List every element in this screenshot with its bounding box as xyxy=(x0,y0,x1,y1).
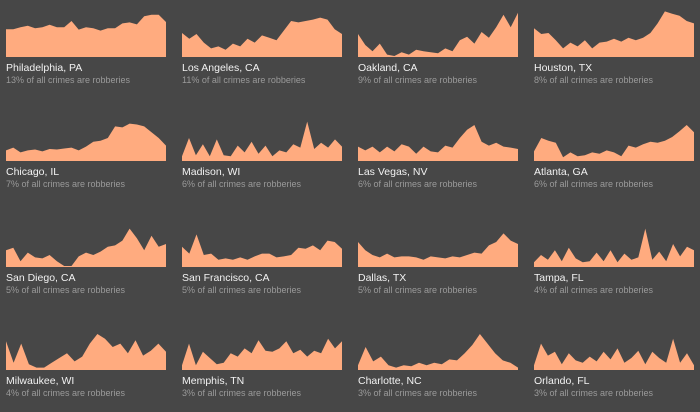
area-series xyxy=(182,17,342,57)
area-series xyxy=(6,123,166,161)
area-chart xyxy=(6,334,166,370)
robbery-share-caption: 3% of all crimes are robberies xyxy=(534,388,654,398)
area-series xyxy=(182,338,342,370)
area-chart xyxy=(534,228,694,267)
area-chart xyxy=(182,338,342,370)
robbery-share-caption: 6% of all crimes are robberies xyxy=(358,179,478,189)
city-title: Houston, TX xyxy=(534,62,593,74)
robbery-share-caption: 6% of all crimes are robberies xyxy=(182,179,302,189)
robbery-share-caption: 11% of all crimes are robberies xyxy=(182,75,306,85)
chart-cell: San Diego, CA 5% of all crimes are robber… xyxy=(6,219,168,296)
chart-cell: Houston, TX 8% of all crimes are robberie… xyxy=(534,9,696,86)
robbery-share-caption: 13% of all crimes are robberies xyxy=(6,75,131,85)
chart-cell: Memphis, TN 3% of all crimes are robberie… xyxy=(182,322,344,399)
area-series xyxy=(534,228,694,267)
chart-cell: Oakland, CA 9% of all crimes are robberie… xyxy=(358,9,520,86)
chart-cell: Las Vegas, NV 6% of all crimes are robber… xyxy=(358,113,520,190)
area-series xyxy=(358,233,518,267)
area-series xyxy=(534,11,694,57)
robbery-share-caption: 3% of all crimes are robberies xyxy=(358,388,478,398)
chart-cell: Tampa, FL 4% of all crimes are robberies xyxy=(534,219,696,296)
area-chart xyxy=(534,338,694,370)
area-series xyxy=(358,12,518,57)
city-title: Memphis, TN xyxy=(182,375,245,387)
area-series xyxy=(182,121,342,161)
area-chart xyxy=(358,334,518,370)
city-title: Dallas, TX xyxy=(358,272,407,284)
robbery-share-caption: 3% of all crimes are robberies xyxy=(182,388,302,398)
city-title: Tampa, FL xyxy=(534,272,584,284)
city-title: Orlando, FL xyxy=(534,375,590,387)
area-chart xyxy=(534,125,694,161)
area-chart xyxy=(534,11,694,57)
chart-cell: Orlando, FL 3% of all crimes are robberie… xyxy=(534,322,696,399)
area-chart xyxy=(6,123,166,161)
city-title: Philadelphia, PA xyxy=(6,62,83,74)
area-series xyxy=(358,334,518,370)
chart-cell: Los Angeles, CA 11% of all crimes are rob… xyxy=(182,9,344,86)
area-chart xyxy=(182,17,342,57)
city-title: Madison, WI xyxy=(182,166,241,178)
area-series xyxy=(358,125,518,161)
area-chart xyxy=(358,125,518,161)
robbery-share-caption: 6% of all crimes are robberies xyxy=(534,179,654,189)
area-series xyxy=(6,228,166,267)
area-series xyxy=(6,334,166,370)
city-title: Las Vegas, NV xyxy=(358,166,428,178)
area-chart xyxy=(182,121,342,161)
city-title: Oakland, CA xyxy=(358,62,418,74)
city-title: Los Angeles, CA xyxy=(182,62,260,74)
city-title: Atlanta, GA xyxy=(534,166,588,178)
area-chart xyxy=(6,228,166,267)
robbery-share-caption: 4% of all crimes are robberies xyxy=(534,285,654,295)
chart-cell: Dallas, TX 5% of all crimes are robberies xyxy=(358,219,520,296)
robbery-share-caption: 8% of all crimes are robberies xyxy=(534,75,654,85)
chart-cell: Madison, WI 6% of all crimes are robberie… xyxy=(182,113,344,190)
chart-cell: Charlotte, NC 3% of all crimes are robber… xyxy=(358,322,520,399)
area-series xyxy=(6,14,166,57)
chart-cell: Chicago, IL 7% of all crimes are robberie… xyxy=(6,113,168,190)
robbery-share-caption: 5% of all crimes are robberies xyxy=(182,285,302,295)
chart-cell: San Francisco, CA 5% of all crimes are ro… xyxy=(182,219,344,296)
city-title: Chicago, IL xyxy=(6,166,60,178)
chart-cell: Philadelphia, PA 13% of all crimes are ro… xyxy=(6,9,168,86)
area-chart xyxy=(358,12,518,57)
city-title: San Francisco, CA xyxy=(182,272,270,284)
robbery-share-caption: 5% of all crimes are robberies xyxy=(6,285,126,295)
chart-cell: Milwaukee, WI 4% of all crimes are robber… xyxy=(6,322,168,399)
area-chart xyxy=(182,234,342,267)
robbery-share-caption: 5% of all crimes are robberies xyxy=(358,285,478,295)
area-chart xyxy=(358,233,518,267)
chart-cell: Atlanta, GA 6% of all crimes are robberie… xyxy=(534,113,696,190)
area-series xyxy=(534,338,694,370)
robbery-share-caption: 7% of all crimes are robberies xyxy=(6,179,126,189)
area-chart xyxy=(6,14,166,57)
city-title: San Diego, CA xyxy=(6,272,76,284)
robbery-share-caption: 4% of all crimes are robberies xyxy=(6,388,126,398)
area-series xyxy=(182,234,342,267)
city-title: Milwaukee, WI xyxy=(6,375,75,387)
area-series xyxy=(534,125,694,161)
robbery-share-caption: 9% of all crimes are robberies xyxy=(358,75,478,85)
city-title: Charlotte, NC xyxy=(358,375,422,387)
